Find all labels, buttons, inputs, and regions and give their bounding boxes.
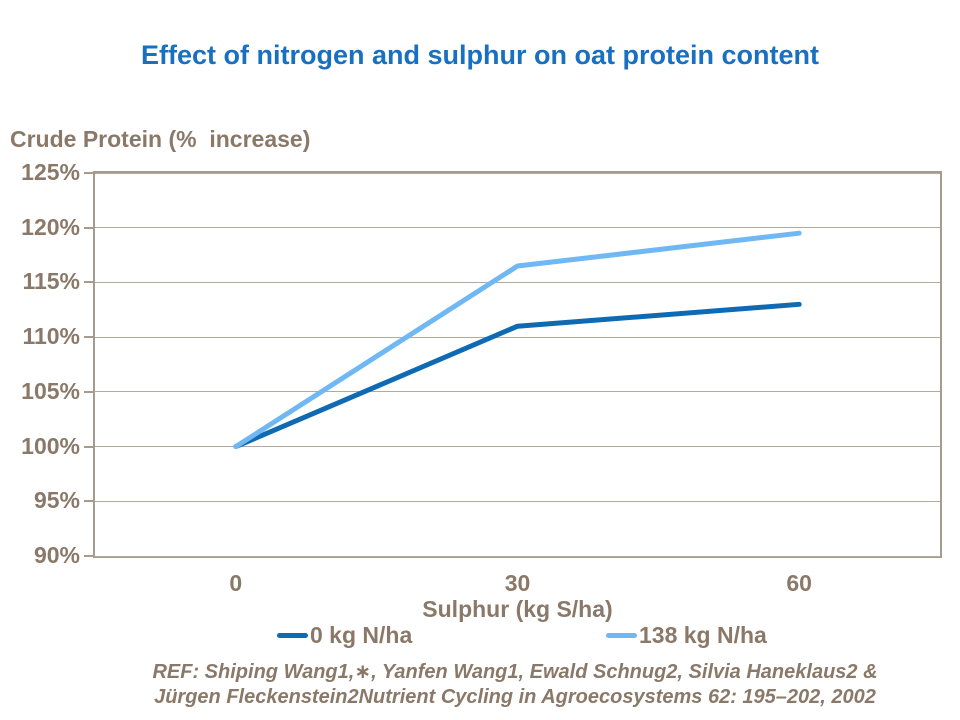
y-tick-label: 100% bbox=[21, 432, 80, 459]
gridline bbox=[95, 500, 940, 502]
y-tick-mark bbox=[84, 281, 93, 284]
reference-citation: REF: Shiping Wang1,∗, Yanfen Wang1, Ewal… bbox=[70, 660, 960, 710]
gridline bbox=[95, 227, 940, 229]
reference-line-1: REF: Shiping Wang1,∗, Yanfen Wang1, Ewal… bbox=[152, 661, 878, 683]
x-tick-label: 30 bbox=[504, 570, 531, 596]
y-tick-label: 115% bbox=[22, 268, 80, 295]
y-tick-label: 125% bbox=[21, 159, 80, 185]
gridline bbox=[95, 281, 940, 283]
y-axis-title: Crude Protein (% increase) bbox=[10, 126, 311, 152]
x-axis-title: Sulphur (kg S/ha) bbox=[422, 596, 613, 622]
y-tick-mark bbox=[84, 445, 93, 448]
y-tick-mark bbox=[84, 172, 93, 174]
gridline bbox=[95, 555, 940, 557]
y-tick-mark bbox=[84, 336, 93, 339]
legend-swatch-138-kg-n-icon bbox=[606, 633, 637, 638]
line-chart bbox=[233, 230, 802, 450]
gridline bbox=[95, 391, 940, 393]
series-line-1 bbox=[233, 230, 802, 450]
y-tick-label: 105% bbox=[21, 377, 80, 404]
y-tick-mark bbox=[84, 555, 93, 557]
legend-label-0-kg-n: 0 kg N/ha bbox=[310, 622, 413, 648]
gridline bbox=[95, 336, 940, 338]
y-tick-label: 95% bbox=[33, 487, 80, 514]
y-tick-label: 110% bbox=[22, 323, 80, 350]
legend-item-0-kg-n: 0 kg N/ha bbox=[277, 622, 412, 649]
y-tick-label: 90% bbox=[33, 542, 80, 568]
gridline bbox=[95, 172, 940, 174]
y-tick-mark bbox=[84, 500, 93, 503]
legend-swatch-0-kg-n-icon bbox=[277, 633, 308, 638]
chart-title: Effect of nitrogen and sulphur on oat pr… bbox=[141, 40, 819, 70]
legend-label-138-kg-n: 138 kg N/ha bbox=[639, 622, 767, 648]
x-tick-label: 60 bbox=[786, 570, 812, 596]
plot-area bbox=[84, 171, 942, 558]
x-tick-label: 0 bbox=[229, 570, 243, 596]
y-tick-label: 120% bbox=[21, 213, 80, 240]
y-tick-mark bbox=[84, 226, 93, 229]
reference-line-2: Jürgen Fleckenstein2Nutrient Cycling in … bbox=[154, 686, 876, 708]
legend-item-138-kg-n: 138 kg N/ha bbox=[606, 622, 767, 649]
gridline bbox=[95, 446, 940, 448]
y-tick-mark bbox=[84, 390, 93, 393]
series-line-0 bbox=[233, 301, 802, 450]
